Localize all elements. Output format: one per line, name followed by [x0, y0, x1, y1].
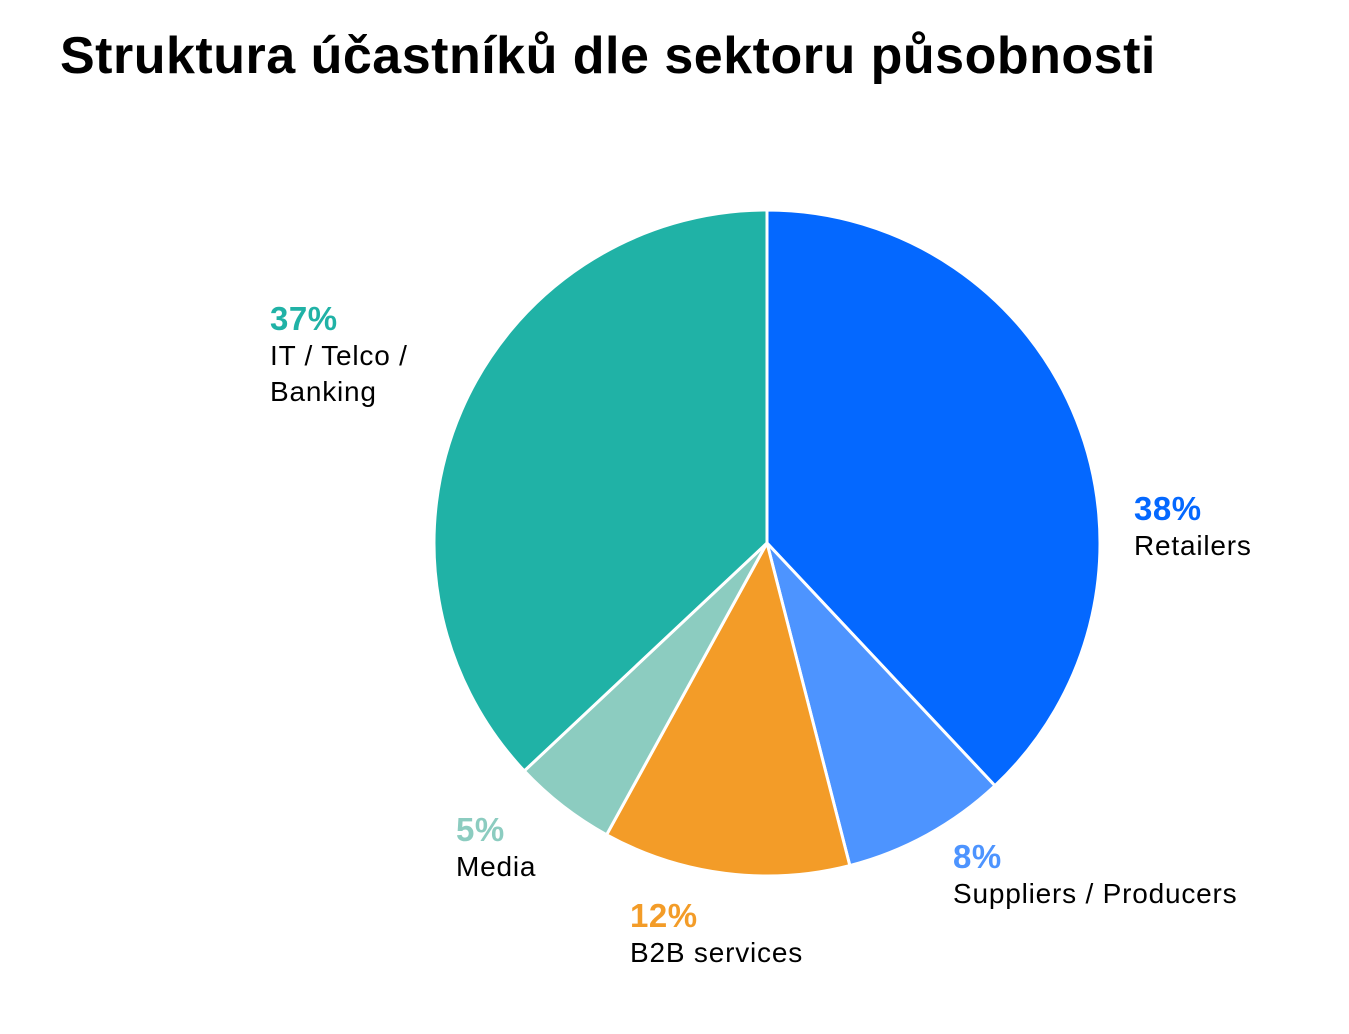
slice-percent-it-telco-banking: 37%: [270, 300, 338, 337]
slice-name-media: Media: [456, 850, 537, 882]
slice-name-suppliers: Suppliers / Producers: [953, 877, 1238, 909]
slice-label-it-telco-banking: 37% IT / Telco / Banking: [270, 300, 460, 410]
slice-name-retailers: Retailers: [1134, 529, 1252, 561]
pie-slice-suppliers: [765, 541, 997, 868]
slice-percent-media: 5%: [456, 811, 505, 848]
pie-slice-b2b: [605, 541, 852, 878]
pie-slice-it-telco-banking: [432, 208, 769, 773]
slice-percent-b2b: 12%: [630, 897, 698, 934]
slice-label-retailers: 38% Retailers: [1134, 490, 1252, 564]
slice-label-b2b: 12% B2B services: [630, 897, 803, 971]
slice-name-it-telco-banking: IT / Telco / Banking: [270, 339, 408, 407]
slice-name-b2b: B2B services: [630, 936, 803, 968]
pie-slice-retailers: [765, 208, 1102, 788]
slice-percent-retailers: 38%: [1134, 490, 1202, 527]
slice-percent-suppliers: 8%: [953, 838, 1002, 875]
slice-label-suppliers: 8% Suppliers / Producers: [953, 838, 1237, 912]
slice-label-media: 5% Media: [456, 811, 536, 885]
chart-title: Struktura účastníků dle sektoru působnos…: [60, 27, 1156, 85]
